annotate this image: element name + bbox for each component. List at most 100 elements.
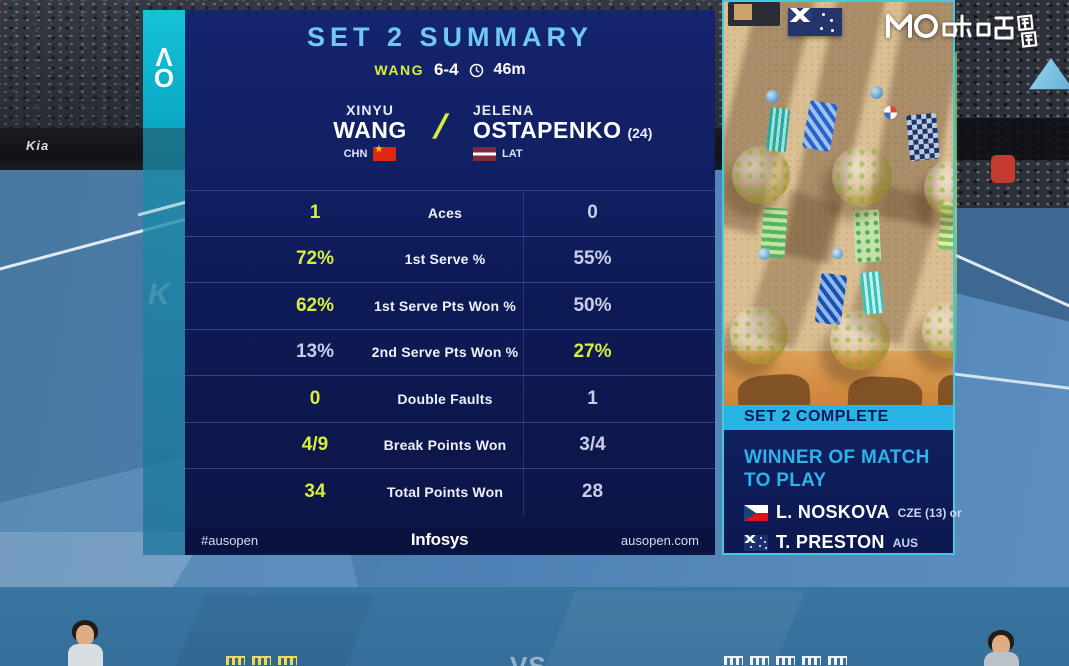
courtside-bag bbox=[991, 155, 1015, 183]
band-chevron bbox=[544, 591, 806, 666]
hoarding-sponsor-text: Kia bbox=[26, 138, 50, 153]
stat-row: 62% 1st Serve Pts Won % 50% bbox=[185, 283, 715, 330]
player-left-country-code: CHN bbox=[343, 147, 368, 160]
stands-right bbox=[953, 0, 1069, 208]
player-left-country: CHN bbox=[303, 144, 437, 161]
stat-label: Aces bbox=[427, 205, 463, 222]
stat-row: 4/9 Break Points Won 3/4 bbox=[185, 423, 715, 469]
infosys-logo: Infosys bbox=[410, 530, 469, 549]
beach-ball bbox=[766, 90, 779, 103]
beach-umbrella bbox=[732, 146, 790, 204]
stat-label: Double Faults bbox=[397, 390, 493, 407]
avatar-face bbox=[76, 625, 94, 646]
player-right-seed: (24) bbox=[627, 125, 653, 141]
umbrella-shadow bbox=[846, 374, 924, 405]
stat-value-left: 13% bbox=[295, 341, 335, 363]
website-text: ausopen.com bbox=[620, 532, 699, 548]
ao-logo-a: Λ bbox=[155, 41, 173, 72]
avatar-face bbox=[992, 635, 1010, 656]
clipped-cjk-text-right bbox=[724, 656, 847, 665]
beach-ball bbox=[884, 106, 897, 119]
winner-player1-name: L. NOSKOVA bbox=[776, 502, 890, 522]
stat-label: Break Points Won bbox=[383, 437, 507, 454]
stat-value-right: 3/4 bbox=[579, 434, 606, 456]
player-right-firstname: JELENA bbox=[473, 102, 535, 118]
clipped-cjk-text-left bbox=[226, 656, 297, 665]
stats-table: 1 Aces 0 72% 1st Serve % 55% 62% 1st Ser… bbox=[185, 190, 715, 516]
clock-icon bbox=[469, 63, 484, 78]
winner-player-row: T. PRESTON AUS bbox=[744, 532, 943, 553]
avatar-body bbox=[984, 652, 1019, 666]
player-left-firstname: XINYU bbox=[346, 102, 394, 118]
stat-value-right: 50% bbox=[573, 294, 612, 316]
player-right-lastname: OSTAPENKO bbox=[473, 117, 622, 143]
hashtag-text: #ausopen bbox=[201, 532, 259, 548]
stat-value-right: 55% bbox=[573, 248, 612, 270]
stat-row: 1 Aces 0 bbox=[185, 190, 715, 237]
stat-label: Total Points Won bbox=[386, 484, 504, 501]
ao-side-strip: Λ O K bbox=[137, 10, 195, 555]
background-watermark: K bbox=[148, 278, 170, 311]
winner-player2-meta: AUS bbox=[892, 535, 919, 550]
beach-umbrella bbox=[832, 146, 892, 206]
winner-player2-name: T. PRESTON bbox=[776, 532, 885, 552]
ao-logo: Λ O bbox=[143, 10, 185, 128]
avatar-body bbox=[68, 644, 103, 666]
beach-ball bbox=[758, 248, 770, 260]
stat-value-right: 0 bbox=[587, 202, 598, 224]
beach-towel bbox=[852, 209, 882, 263]
stat-value-left: 4/9 bbox=[301, 434, 329, 456]
stat-value-left: 34 bbox=[304, 481, 326, 503]
set-duration: 46m bbox=[493, 61, 526, 78]
panel-title: SET 2 SUMMARY bbox=[306, 22, 594, 52]
stat-value-left: 0 bbox=[309, 387, 321, 409]
beach-towel bbox=[765, 107, 791, 153]
winner-player1-meta: CZE (13) or bbox=[897, 505, 962, 520]
beach-umbrella bbox=[730, 306, 788, 364]
umbrella-shadow bbox=[938, 374, 953, 405]
stat-row: 13% 2nd Serve Pts Won % 27% bbox=[185, 330, 715, 376]
stat-row: 34 Total Points Won 28 bbox=[185, 469, 715, 516]
player-left: XINYU WANG CHN bbox=[303, 102, 437, 161]
beach-towel bbox=[859, 271, 885, 315]
stat-label: 2nd Serve Pts Won % bbox=[371, 344, 519, 361]
beach-structures bbox=[728, 2, 780, 26]
stat-value-right: 28 bbox=[581, 481, 604, 503]
beach-ball bbox=[870, 86, 883, 99]
winner-of-match-box: WINNER OF MATCH TO PLAY L. NOSKOVA CZE (… bbox=[724, 430, 962, 553]
china-flag-icon bbox=[373, 144, 397, 161]
umbrella-shadow bbox=[736, 372, 812, 405]
migu-video-logo bbox=[884, 6, 1044, 50]
beach-ball bbox=[832, 248, 843, 259]
player-left-lastname: WANG bbox=[333, 117, 407, 143]
winner-title-line2: TO PLAY bbox=[744, 470, 827, 492]
player-right: JELENA OSTAPENKO (24) LAT bbox=[473, 102, 652, 161]
australian-flag-icon bbox=[788, 8, 842, 36]
player-right-country-code: LAT bbox=[502, 147, 523, 160]
latvia-flag-icon bbox=[473, 146, 496, 161]
stat-value-left: 1 bbox=[309, 202, 321, 224]
stat-label: 1st Serve Pts Won % bbox=[373, 297, 517, 314]
australia-flag-icon bbox=[744, 534, 768, 551]
player-right-country: LAT bbox=[473, 146, 652, 161]
lower-third-band bbox=[0, 587, 1069, 666]
panel-footer: #ausopen Infosys ausopen.com bbox=[185, 527, 715, 553]
hoarding-right bbox=[953, 118, 1069, 160]
czech-flag-icon bbox=[744, 504, 768, 521]
winner-title-line1: WINNER OF MATCH bbox=[744, 447, 930, 469]
panel-subtitle: WANG 6-4 46m bbox=[185, 60, 715, 80]
stat-value-right: 27% bbox=[573, 341, 612, 363]
beach-towel bbox=[906, 112, 940, 162]
set-score: 6-4 bbox=[433, 60, 459, 79]
set-summary-panel: SET 2 SUMMARY WANG 6-4 46m XINYU WANG CH… bbox=[185, 10, 715, 555]
stat-label: 1st Serve % bbox=[404, 251, 486, 268]
beach-aerial-video bbox=[724, 2, 953, 405]
set-complete-banner: SET 2 COMPLETE bbox=[724, 404, 953, 431]
vs-text: VS bbox=[510, 651, 547, 666]
player-avatar-left bbox=[68, 620, 104, 666]
players-header: XINYU WANG CHN / JELENA OSTAPENKO (24) L… bbox=[185, 102, 715, 172]
stat-value-left: 62% bbox=[295, 294, 335, 316]
stat-row: 0 Double Faults 1 bbox=[185, 376, 715, 423]
stat-row: 72% 1st Serve % 55% bbox=[185, 237, 715, 283]
